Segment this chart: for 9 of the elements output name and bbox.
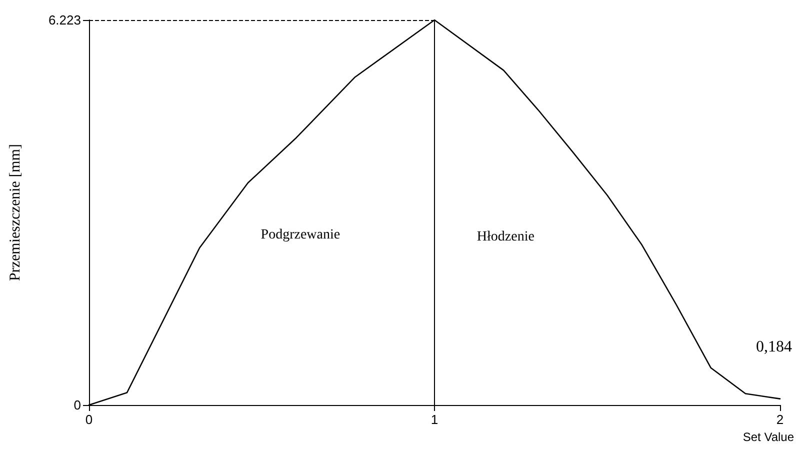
x-tick-label: 2 <box>776 412 784 427</box>
annotation: Podgrzewanie <box>260 227 340 242</box>
x-axis-title: Set Value <box>742 430 794 444</box>
y-tick-label: 6.223 <box>48 12 81 28</box>
annotation: 0,184 <box>756 338 792 356</box>
x-tick-label: 1 <box>430 412 438 427</box>
x-tick-label: 0 <box>85 412 93 427</box>
y-axis-title: Przemieszczenie [mm] <box>8 144 24 282</box>
annotation: Hłodzenie <box>476 230 534 245</box>
